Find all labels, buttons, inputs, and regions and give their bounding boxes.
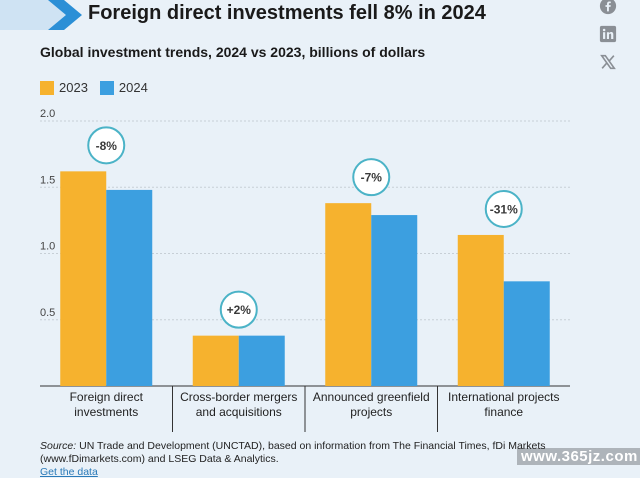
linkedin-share-button[interactable] — [598, 24, 618, 44]
linkedin-icon — [599, 25, 617, 43]
category-label: Announced greenfield — [313, 390, 430, 404]
facebook-share-button[interactable] — [598, 0, 618, 16]
category-label: projects — [350, 405, 392, 419]
category-label: International projects — [448, 390, 559, 404]
bar-2023 — [457, 234, 504, 386]
change-label: -7% — [361, 171, 383, 185]
get-the-data-link[interactable]: Get the data — [40, 466, 98, 478]
category-label: and acquisitions — [196, 405, 282, 419]
chart-subtitle: Global investment trends, 2024 vs 2023, … — [40, 44, 426, 60]
source-label: Source: — [40, 440, 77, 452]
category-label: Foreign direct — [70, 390, 144, 404]
x-icon — [600, 54, 616, 70]
bar-2024 — [503, 281, 550, 386]
bar-2024 — [371, 215, 418, 386]
bar-2023 — [325, 203, 372, 386]
legend-item-2023: 2023 — [40, 80, 88, 95]
category-label: investments — [74, 405, 138, 419]
legend-label-2023: 2023 — [59, 80, 88, 95]
legend-item-2024: 2024 — [99, 80, 148, 95]
bar-2023 — [192, 335, 239, 386]
legend-swatch-2023 — [40, 80, 54, 95]
chart-legend: 2023 2024 — [40, 80, 160, 95]
source-note: Source: UN Trade and Development (UNCTAD… — [40, 440, 550, 466]
legend-swatch-2024 — [99, 80, 114, 95]
bar-2023 — [60, 171, 107, 386]
watermark: www.365jz.com — [517, 448, 640, 465]
category-label: finance — [484, 405, 523, 419]
bar-2024 — [238, 335, 285, 386]
y-tick-label: 2.0 — [40, 108, 55, 120]
legend-label-2024: 2024 — [118, 80, 148, 95]
change-label: +2% — [227, 303, 252, 317]
change-badge — [484, 189, 523, 228]
category-label: Cross-border mergers — [180, 390, 297, 404]
change-badge — [87, 126, 126, 165]
page-title: Foreign direct investments fell 8% in 20… — [88, 2, 486, 24]
x-share-button[interactable] — [598, 52, 618, 72]
facebook-icon — [599, 0, 617, 15]
y-tick-label: 0.5 — [40, 307, 55, 319]
brand-chevron-logo — [0, 0, 82, 30]
y-tick-label: 1.5 — [40, 174, 55, 186]
source-text: UN Trade and Development (UNCTAD), based… — [40, 440, 546, 465]
y-tick-label: 1.0 — [40, 241, 55, 253]
change-badge — [352, 158, 391, 197]
change-label: -8% — [96, 139, 118, 153]
change-label: -31% — [490, 202, 518, 216]
change-badge — [219, 290, 258, 329]
bar-2024 — [106, 189, 153, 386]
